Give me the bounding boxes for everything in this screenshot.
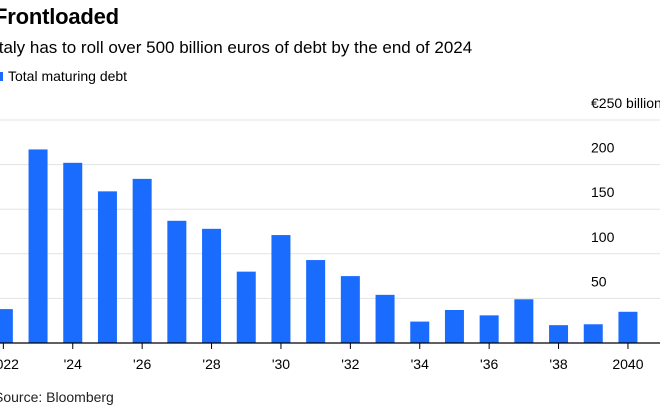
y-tick-label: 200 [591, 140, 615, 156]
bar-2040 [618, 311, 638, 343]
y-axis-ticks: 50 100 150 200 €250 billion [591, 95, 660, 289]
x-tick-label: '36 [480, 356, 498, 372]
x-tick-label: '30 [272, 356, 290, 372]
bar-2027 [167, 220, 187, 343]
x-tick-label: '24 [64, 356, 82, 372]
legend: Total maturing debt [0, 68, 127, 84]
bar-2022 [0, 309, 13, 343]
bar-2023 [28, 149, 48, 343]
bar-2024 [63, 162, 83, 343]
chart-subtitle: Italy has to roll over 500 billion euros… [0, 38, 473, 57]
bar-2033 [375, 294, 395, 343]
bar-2031 [306, 260, 326, 343]
bar-2034 [410, 321, 430, 343]
bars [0, 149, 638, 343]
bar-2039 [583, 324, 603, 343]
x-tick-label: 2040 [612, 356, 643, 372]
x-axis-ticks: 2022 '24 '26 '28 '30 '32 '34 '36 '38 2040 [0, 343, 644, 372]
bar-2035 [444, 309, 464, 343]
bar-2029 [236, 271, 256, 343]
bar-2036 [479, 315, 499, 343]
bar-2037 [514, 299, 534, 343]
bar-2025 [97, 191, 117, 343]
y-tick-label: 150 [591, 184, 615, 200]
y-tick-label: €250 billion [591, 95, 660, 111]
x-tick-label: '38 [549, 356, 567, 372]
y-tick-label: 100 [591, 229, 615, 245]
legend-swatch [0, 72, 3, 81]
y-tick-label: 50 [591, 273, 607, 289]
x-tick-label: '32 [341, 356, 359, 372]
x-tick-label: '34 [411, 356, 429, 372]
bar-2030 [271, 235, 291, 343]
bar-2032 [340, 276, 360, 343]
x-tick-label: 2022 [0, 356, 19, 372]
x-tick-label: '26 [133, 356, 151, 372]
chart-title: Frontloaded [0, 4, 119, 29]
bar-2028 [202, 228, 222, 343]
bar-2026 [132, 178, 152, 343]
source-note: Source: Bloomberg [0, 389, 114, 405]
legend-label: Total maturing debt [8, 68, 128, 84]
x-tick-label: '28 [202, 356, 220, 372]
bar-2038 [549, 325, 569, 343]
